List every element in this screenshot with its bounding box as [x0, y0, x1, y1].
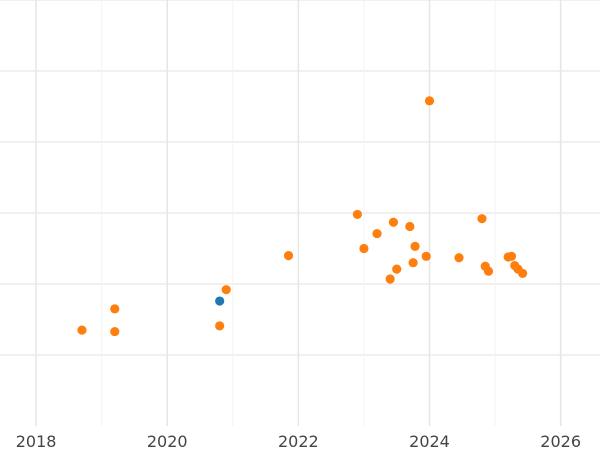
x-tick-label: 2018 [16, 432, 57, 450]
orange-data-point [477, 214, 487, 224]
orange-data-point [518, 268, 528, 278]
x-tick-label: 2022 [278, 432, 319, 450]
orange-data-point [424, 96, 435, 106]
orange-data-point [359, 243, 369, 254]
x-tick-label: 2020 [147, 432, 188, 450]
orange-data-point [221, 285, 231, 295]
x-tick-label: 2026 [540, 432, 581, 450]
orange-data-point [110, 304, 120, 314]
x-tick-label: 2024 [409, 432, 450, 450]
orange-data-point [283, 251, 294, 261]
orange-data-point [410, 241, 420, 251]
orange-data-point [506, 251, 517, 261]
orange-data-point [421, 251, 431, 261]
blue-data-point [215, 296, 225, 306]
orange-data-point [110, 326, 120, 337]
orange-data-point [483, 266, 494, 276]
orange-data-point [372, 228, 382, 239]
orange-data-point [215, 321, 225, 331]
orange-data-point [408, 258, 418, 268]
orange-data-point [385, 274, 395, 284]
orange-data-point [405, 221, 415, 232]
orange-data-point [454, 253, 464, 263]
orange-data-point [388, 217, 399, 227]
x-axis-tick-labels: 2018 2020 2022 2024 2026 [16, 432, 581, 450]
orange-data-point [352, 209, 362, 220]
orange-data-point [392, 264, 402, 274]
grid [0, 0, 600, 426]
data-points [77, 96, 528, 337]
orange-data-point [77, 325, 87, 335]
